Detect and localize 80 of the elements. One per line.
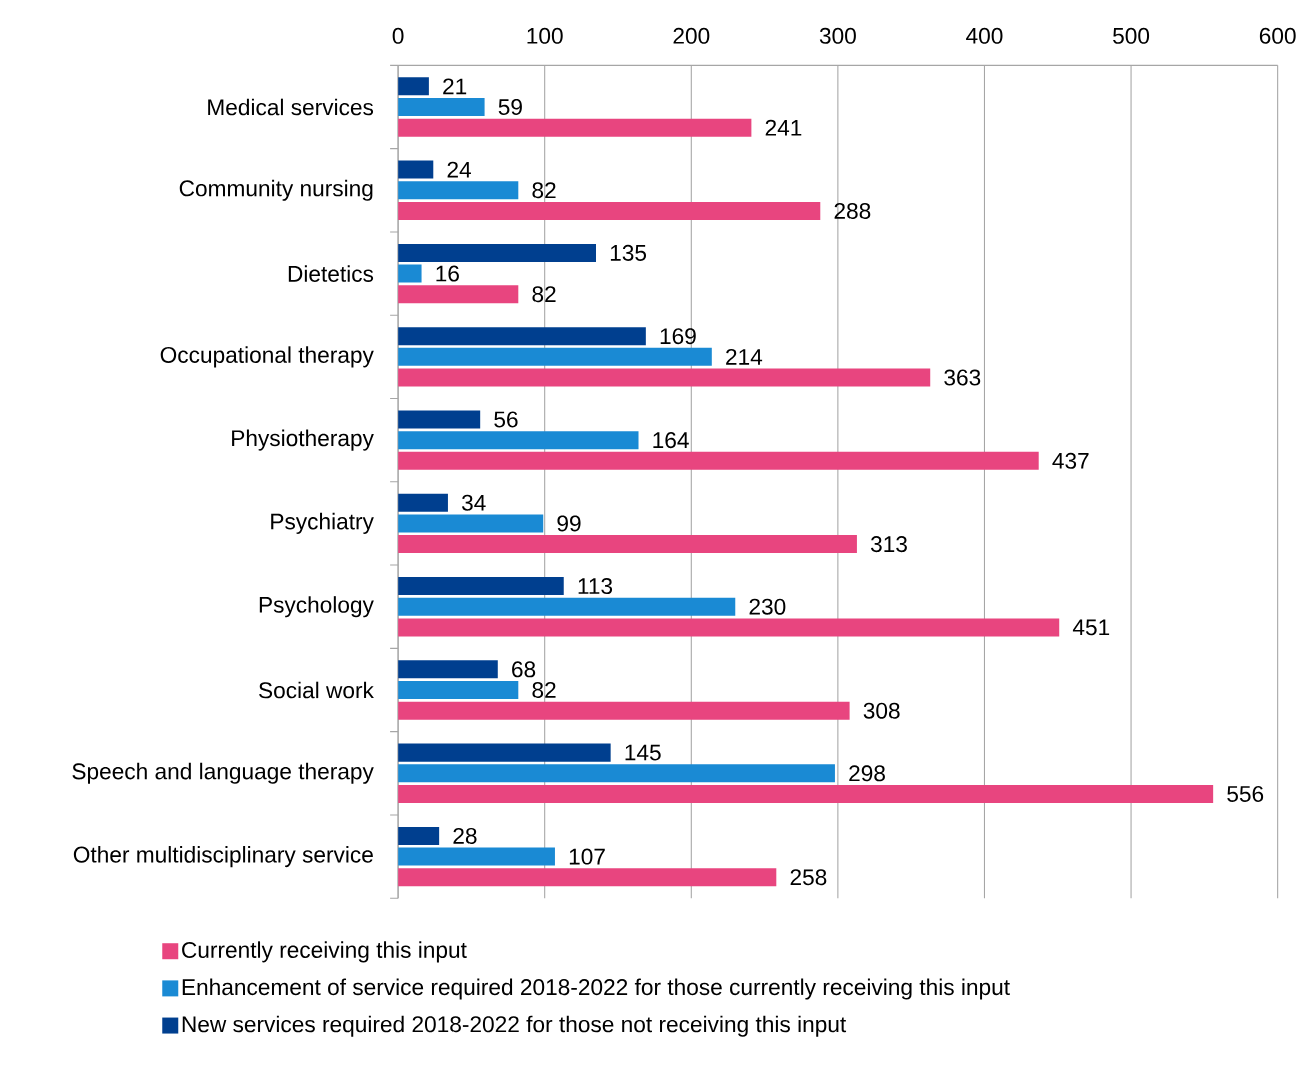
x-tick-label: 500: [1113, 27, 1150, 45]
legend-label: New services required 2018-2022 for those not receiving this input: [182, 1015, 847, 1037]
data-label: 164: [653, 432, 689, 449]
data-label: 113: [578, 578, 613, 595]
data-label: 82: [532, 682, 556, 699]
bar: [398, 160, 434, 179]
y-tick-label: Other multidisciplinary service: [73, 846, 373, 868]
bar: [398, 577, 564, 596]
data-label: 59: [498, 99, 522, 116]
data-label: 107: [569, 848, 605, 865]
bar: [398, 868, 777, 887]
bar: [398, 368, 931, 387]
data-label: 82: [532, 286, 556, 303]
data-label: 145: [625, 744, 661, 761]
bar: [398, 431, 639, 450]
x-tick-label: 300: [819, 27, 856, 45]
bar: [398, 701, 850, 720]
bar: [398, 847, 555, 866]
data-label: 451: [1072, 619, 1110, 636]
data-label: 169: [660, 328, 696, 345]
bar: [398, 514, 544, 533]
data-label: 313: [870, 536, 907, 553]
y-tick-label: Psychiatry: [271, 513, 374, 535]
x-tick-label: 100: [527, 27, 563, 45]
bar: [398, 327, 646, 346]
data-label: 363: [944, 369, 981, 386]
data-label: 214: [726, 349, 763, 365]
y-tick-label: Physiotherapy: [232, 429, 374, 451]
bar: [398, 785, 1214, 804]
x-tick-label: 600: [1259, 27, 1296, 45]
bar: [398, 244, 596, 263]
bar: [398, 118, 752, 137]
bar: [398, 98, 485, 117]
data-label: 56: [494, 411, 518, 428]
data-label: 28: [453, 828, 477, 845]
bar: [398, 660, 498, 679]
data-label: 556: [1227, 786, 1264, 803]
y-tick-label: Community nursing: [179, 179, 373, 202]
bar: [398, 348, 712, 367]
data-label: 24: [447, 161, 471, 178]
data-label: 135: [610, 245, 647, 262]
y-tick-label: Medical services: [208, 98, 374, 116]
data-label: 99: [557, 515, 581, 532]
data-label: 288: [834, 203, 871, 220]
y-tick-label: Dietetics: [288, 265, 374, 283]
bar: [398, 743, 611, 762]
bar: [398, 77, 429, 96]
data-label: 298: [849, 765, 885, 782]
bar: [398, 827, 440, 846]
bar: [398, 597, 736, 616]
data-label: 437: [1052, 452, 1089, 470]
data-label: 16: [436, 265, 459, 282]
bar: [398, 493, 448, 512]
data-label: 241: [765, 119, 802, 136]
bar: [398, 681, 519, 700]
y-tick-label: Occupational therapy: [160, 346, 374, 368]
x-tick-label: 0: [392, 27, 404, 45]
x-tick-label: 200: [673, 27, 710, 45]
bar: [398, 618, 1060, 637]
bar: [398, 452, 1039, 471]
bar: [398, 285, 519, 304]
bar: [398, 764, 835, 783]
data-label: 21: [443, 78, 467, 95]
bar: [398, 202, 821, 221]
data-label: 68: [512, 661, 536, 678]
data-label: 34: [461, 494, 486, 511]
bar: [398, 410, 481, 429]
y-tick-label: Psychology: [259, 596, 374, 618]
bar: [398, 264, 422, 283]
x-tick-label: 400: [966, 27, 1003, 45]
data-label: 230: [749, 598, 786, 615]
legend-label: Enhancement of service required 2018-2022 for those currently receiving this input: [182, 978, 1010, 1000]
data-label: 258: [790, 869, 827, 886]
y-tick-label: Speech and language therapy: [72, 762, 374, 785]
legend-label: Currently receiving this input: [182, 941, 467, 963]
bar: [398, 181, 519, 200]
y-tick-label: Social work: [259, 681, 374, 699]
data-label: 82: [532, 182, 556, 199]
data-label: 308: [863, 702, 900, 719]
bar: [398, 535, 857, 554]
